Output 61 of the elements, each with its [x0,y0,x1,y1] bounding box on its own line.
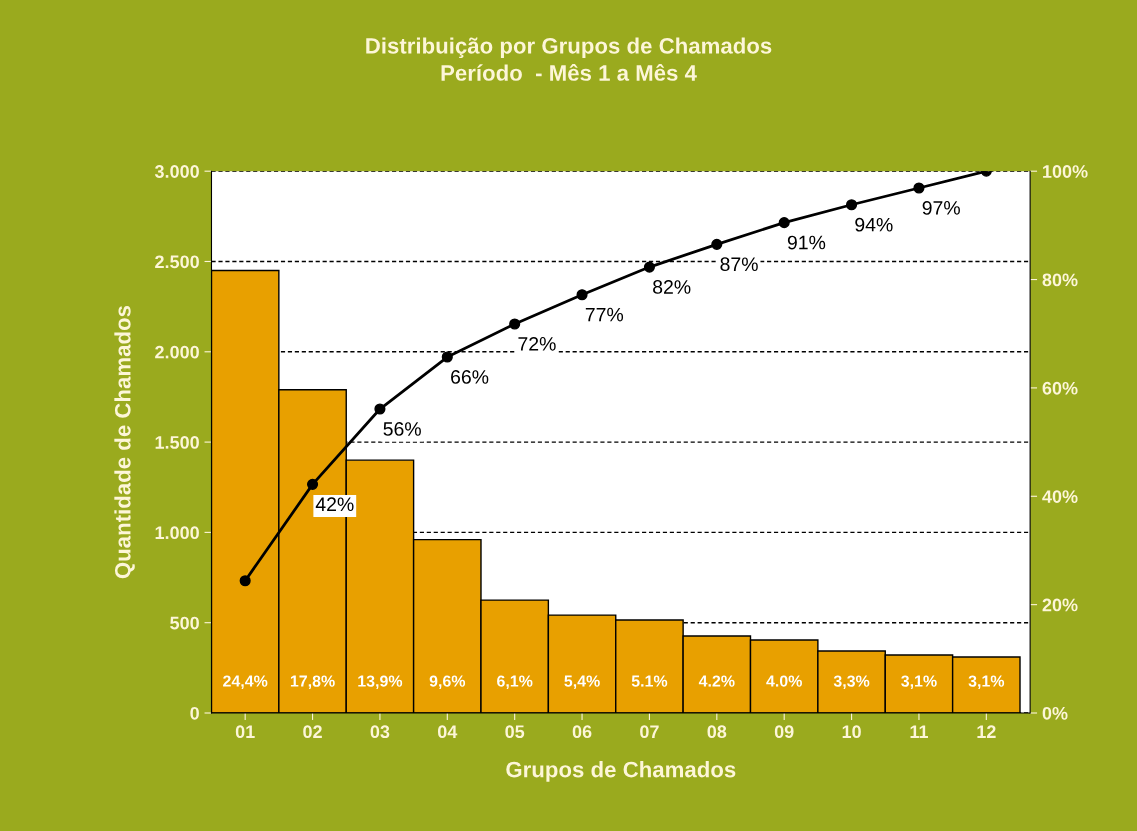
point [913,182,925,194]
y-tick-label: 1.500 [155,436,199,449]
x-tick-label: 09 [774,725,794,739]
y-tick-label: 0 [190,706,199,720]
annotation: 24,4% [223,675,268,690]
y-tick-label: 1.000 [155,526,199,540]
data-label: 87% [720,257,758,272]
point [643,261,655,273]
point [239,575,251,587]
data-label: 82% [653,280,691,294]
data-label: 94% [855,217,893,232]
y-tick-label: 3.000 [154,165,199,178]
y2-tick-label: 80% [1042,273,1078,287]
annotation: 6,1% [497,675,533,690]
annotation: 3,1% [901,675,937,690]
point [846,199,858,211]
data-label: 72% [518,336,556,351]
x-tick-label: 10 [842,725,861,739]
point [374,403,386,415]
annotation: 9,6% [429,675,466,690]
x-tick-label: 06 [572,725,592,739]
x-tick-label: 11 [910,725,928,738]
x-tick-label: 03 [370,725,390,739]
y-tick-label: 500 [170,616,199,630]
data-label: 77% [585,307,624,322]
annotation: 5.1% [631,675,668,687]
annotation: 5,4% [564,675,600,690]
y2-tick-label: 20% [1042,598,1078,612]
chart-title: Distribuição por Grupos de Chamados Período - Mês 1 a Mês 4 [366,37,772,81]
x-tick-label: 05 [505,725,525,739]
point [711,238,723,250]
annotation: 13,9% [358,675,403,690]
y2-tick-label: 100% [1043,165,1088,178]
x-tick-label: 01 [235,725,255,739]
annotation: 4.0% [766,675,802,687]
x-tick-label: 04 [437,725,458,739]
annotation: 3,1% [968,675,1005,690]
annotation: 3,3% [833,675,870,690]
x-axis-title: Grupos de Chamados [506,761,736,782]
y-tick-label: 2.000 [155,345,199,359]
y2-tick-label: 60% [1042,381,1078,395]
annotation: 4.2% [698,675,735,687]
x-tick-label: 02 [303,725,322,739]
y2-tick-label: 40% [1042,490,1078,503]
point [778,217,790,229]
y2-tick-label: 0% [1042,706,1068,720]
data-label: 97% [922,201,960,215]
data-label: 66% [451,370,489,384]
data-label: 42% [315,497,354,512]
point [576,289,588,301]
y-tick-label: 2.500 [155,255,199,269]
x-tick-label: 07 [640,725,659,739]
data-label: 91% [787,235,826,250]
data-label: 56% [383,422,421,436]
point [441,351,453,363]
point [509,318,521,330]
x-tick-label: 08 [707,725,727,739]
y-axis-title: Quantidade de Chamados [114,305,135,579]
annotation: 17,8% [290,675,335,690]
x-tick-label: 12 [977,725,996,738]
point [306,478,319,490]
